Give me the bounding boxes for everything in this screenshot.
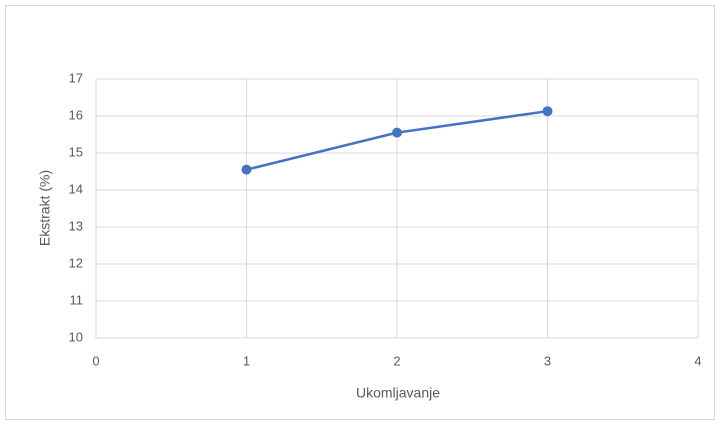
x-tick-label: 3: [544, 353, 551, 368]
y-tick-label: 13: [69, 218, 83, 233]
x-tick-label: 2: [393, 353, 400, 368]
data-point: [392, 127, 402, 138]
y-tick-label: 16: [69, 107, 83, 122]
data-point: [542, 106, 553, 117]
chart-border: [5, 5, 715, 420]
x-tick-label: 1: [243, 353, 250, 368]
y-tick-label: 17: [69, 70, 83, 85]
y-tick-label: 12: [69, 255, 83, 270]
x-tick-label: 0: [92, 353, 99, 368]
x-tick-label: 4: [694, 353, 701, 368]
y-tick-label: 10: [69, 329, 83, 344]
data-point: [241, 164, 252, 175]
y-tick-label: 14: [69, 181, 83, 196]
y-tick-label: 15: [69, 144, 83, 159]
x-axis-label: Ukomljavanje: [356, 385, 440, 401]
y-axis-label: Ekstrakt (%): [37, 170, 53, 246]
y-tick-label: 11: [70, 292, 84, 307]
